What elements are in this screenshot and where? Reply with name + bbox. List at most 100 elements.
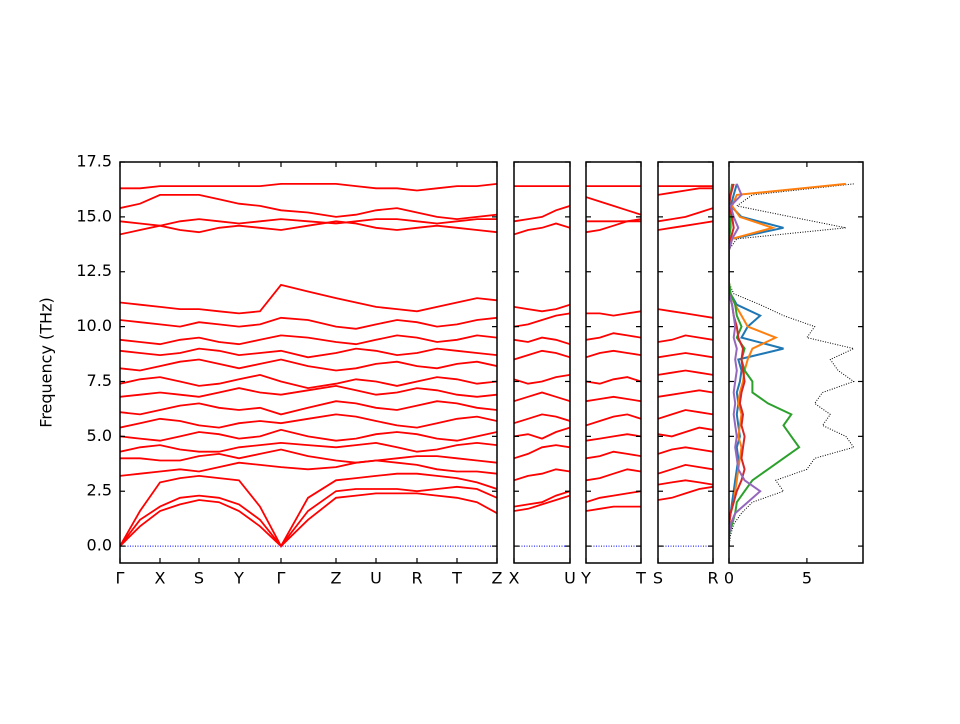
band — [120, 334, 497, 346]
band — [658, 479, 713, 486]
band — [120, 182, 497, 192]
band — [514, 374, 570, 385]
x-tick-label: T — [635, 569, 646, 588]
frame — [585, 161, 642, 564]
band — [658, 187, 713, 196]
band — [586, 433, 641, 442]
band — [586, 310, 641, 317]
plot-area — [120, 182, 497, 548]
band — [586, 490, 641, 504]
band — [658, 220, 713, 231]
band — [658, 389, 713, 398]
band — [586, 349, 641, 359]
plot-area — [658, 185, 713, 547]
band — [658, 463, 713, 475]
band — [120, 448, 497, 464]
x-tick-label: R — [411, 569, 422, 588]
band — [658, 485, 713, 501]
y-tick-label: 0.0 — [87, 536, 112, 555]
band — [514, 312, 570, 328]
band — [586, 332, 641, 341]
band — [120, 492, 497, 548]
x-tick-label: T — [451, 569, 462, 588]
band — [120, 400, 497, 416]
band — [586, 413, 641, 427]
band — [120, 347, 497, 359]
x-tick-label: Z — [331, 569, 342, 588]
band — [120, 428, 497, 442]
band — [586, 450, 641, 460]
dos-line — [729, 183, 856, 547]
x-tick-label: Z — [492, 569, 503, 588]
band — [514, 468, 570, 482]
band — [658, 334, 713, 343]
frame — [728, 161, 864, 564]
x-tick-label: X — [509, 569, 520, 588]
band — [120, 413, 497, 429]
x-tick-label: 0 — [724, 569, 734, 588]
band — [120, 485, 497, 548]
plot-area — [514, 185, 570, 547]
band — [658, 409, 713, 420]
plot-area — [586, 185, 641, 547]
frame — [657, 161, 714, 564]
x-tick-label: U — [564, 569, 576, 588]
band — [120, 283, 497, 315]
band — [514, 222, 570, 236]
band — [120, 316, 497, 330]
band — [120, 441, 497, 453]
x-tick-label: Γ — [277, 569, 286, 588]
plot-area — [729, 182, 856, 547]
band — [514, 336, 570, 346]
y-tick-label: 7.5 — [87, 371, 112, 390]
x-tick-label: U — [370, 569, 382, 588]
band — [514, 494, 570, 512]
band — [658, 207, 713, 223]
band — [120, 220, 497, 236]
band — [514, 444, 570, 460]
band — [514, 413, 570, 425]
x-tick-label: Y — [233, 569, 244, 588]
band — [120, 472, 497, 548]
y-tick-label: 17.5 — [76, 152, 112, 171]
band — [514, 205, 570, 223]
x-tick-label: Y — [580, 569, 591, 588]
x-tick-label: S — [653, 569, 663, 588]
dos-line — [729, 182, 847, 547]
band — [658, 369, 713, 376]
y-tick-label: 2.5 — [87, 481, 112, 500]
y-tick-label: 12.5 — [76, 261, 112, 280]
x-tick-label: Γ — [116, 569, 125, 588]
band — [586, 196, 641, 216]
band — [120, 384, 497, 398]
band — [586, 395, 641, 403]
y-tick-label: 15.0 — [76, 206, 112, 225]
band — [120, 193, 497, 221]
band — [514, 349, 570, 361]
frame — [119, 161, 498, 564]
band — [658, 308, 713, 319]
band — [658, 352, 713, 359]
band — [586, 505, 641, 512]
x-tick-label: X — [155, 569, 166, 588]
band — [658, 446, 713, 455]
band — [586, 468, 641, 482]
band — [514, 391, 570, 403]
y-axis-label: Frequency (THz) — [37, 297, 56, 427]
band — [514, 490, 570, 508]
dos-line — [729, 183, 762, 547]
band — [586, 376, 641, 385]
band — [514, 303, 570, 313]
band — [120, 218, 497, 227]
x-tick-label: R — [707, 569, 718, 588]
x-tick-label: 5 — [802, 569, 812, 588]
band — [658, 426, 713, 438]
band — [120, 459, 497, 477]
frame — [513, 161, 571, 564]
band — [120, 373, 497, 390]
x-tick-label: S — [194, 569, 204, 588]
band — [120, 358, 497, 372]
band — [514, 426, 570, 440]
y-tick-label: 10.0 — [76, 316, 112, 335]
